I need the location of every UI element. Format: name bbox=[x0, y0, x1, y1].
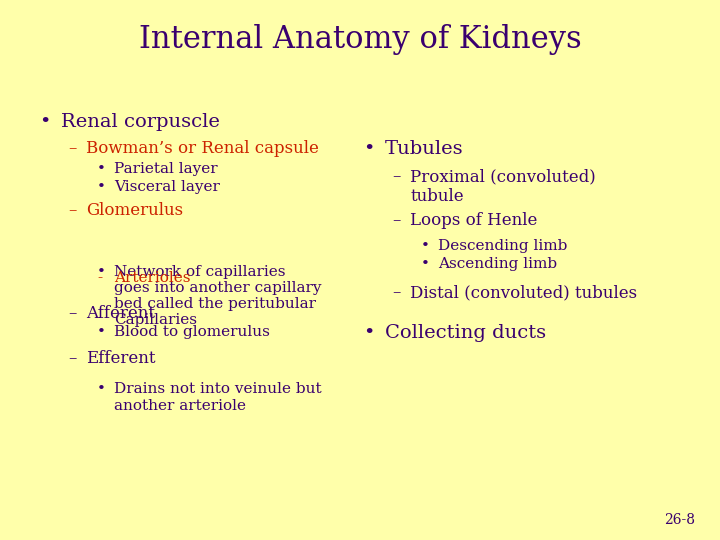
Text: Glomerulus: Glomerulus bbox=[86, 202, 184, 219]
Text: Drains not into veinule but
another arteriole: Drains not into veinule but another arte… bbox=[114, 382, 321, 413]
Text: Tubules: Tubules bbox=[385, 140, 464, 158]
Text: –: – bbox=[392, 212, 401, 228]
Text: –: – bbox=[68, 140, 77, 157]
Text: Bowman’s or Renal capsule: Bowman’s or Renal capsule bbox=[86, 140, 319, 157]
Text: Descending limb: Descending limb bbox=[438, 239, 567, 253]
Text: 26-8: 26-8 bbox=[664, 512, 695, 526]
Text: •: • bbox=[421, 239, 430, 253]
Text: –: – bbox=[68, 350, 77, 367]
Text: –: – bbox=[392, 284, 401, 301]
Text: Collecting ducts: Collecting ducts bbox=[385, 324, 546, 342]
Text: -: - bbox=[97, 271, 102, 285]
Text: –: – bbox=[68, 202, 77, 219]
Text: •: • bbox=[421, 257, 430, 271]
Text: Loops of Henle: Loops of Henle bbox=[410, 212, 538, 228]
Text: •: • bbox=[97, 265, 106, 279]
Text: Distal (convoluted) tubules: Distal (convoluted) tubules bbox=[410, 284, 637, 301]
Text: Internal Anatomy of Kidneys: Internal Anatomy of Kidneys bbox=[139, 24, 581, 55]
Text: Blood to glomerulus: Blood to glomerulus bbox=[114, 325, 269, 339]
Text: Afferent: Afferent bbox=[86, 305, 156, 322]
Text: •: • bbox=[364, 324, 375, 342]
Text: •: • bbox=[97, 325, 106, 339]
Text: •: • bbox=[97, 382, 106, 396]
Text: Visceral layer: Visceral layer bbox=[114, 180, 220, 194]
Text: Parietal layer: Parietal layer bbox=[114, 162, 217, 176]
Text: Efferent: Efferent bbox=[86, 350, 156, 367]
Text: Renal corpuscle: Renal corpuscle bbox=[61, 113, 220, 131]
Text: –: – bbox=[392, 168, 401, 185]
Text: •: • bbox=[97, 180, 106, 194]
Text: •: • bbox=[97, 162, 106, 176]
Text: Ascending limb: Ascending limb bbox=[438, 257, 557, 271]
Text: •: • bbox=[364, 140, 375, 158]
Text: Arterioles: Arterioles bbox=[114, 271, 190, 285]
Text: •: • bbox=[40, 113, 51, 131]
Text: Proximal (convoluted)
tubule: Proximal (convoluted) tubule bbox=[410, 168, 596, 205]
Text: –: – bbox=[68, 305, 77, 322]
Text: Network of capillaries
goes into another capillary
bed called the peritubular
Ca: Network of capillaries goes into another… bbox=[114, 265, 321, 327]
